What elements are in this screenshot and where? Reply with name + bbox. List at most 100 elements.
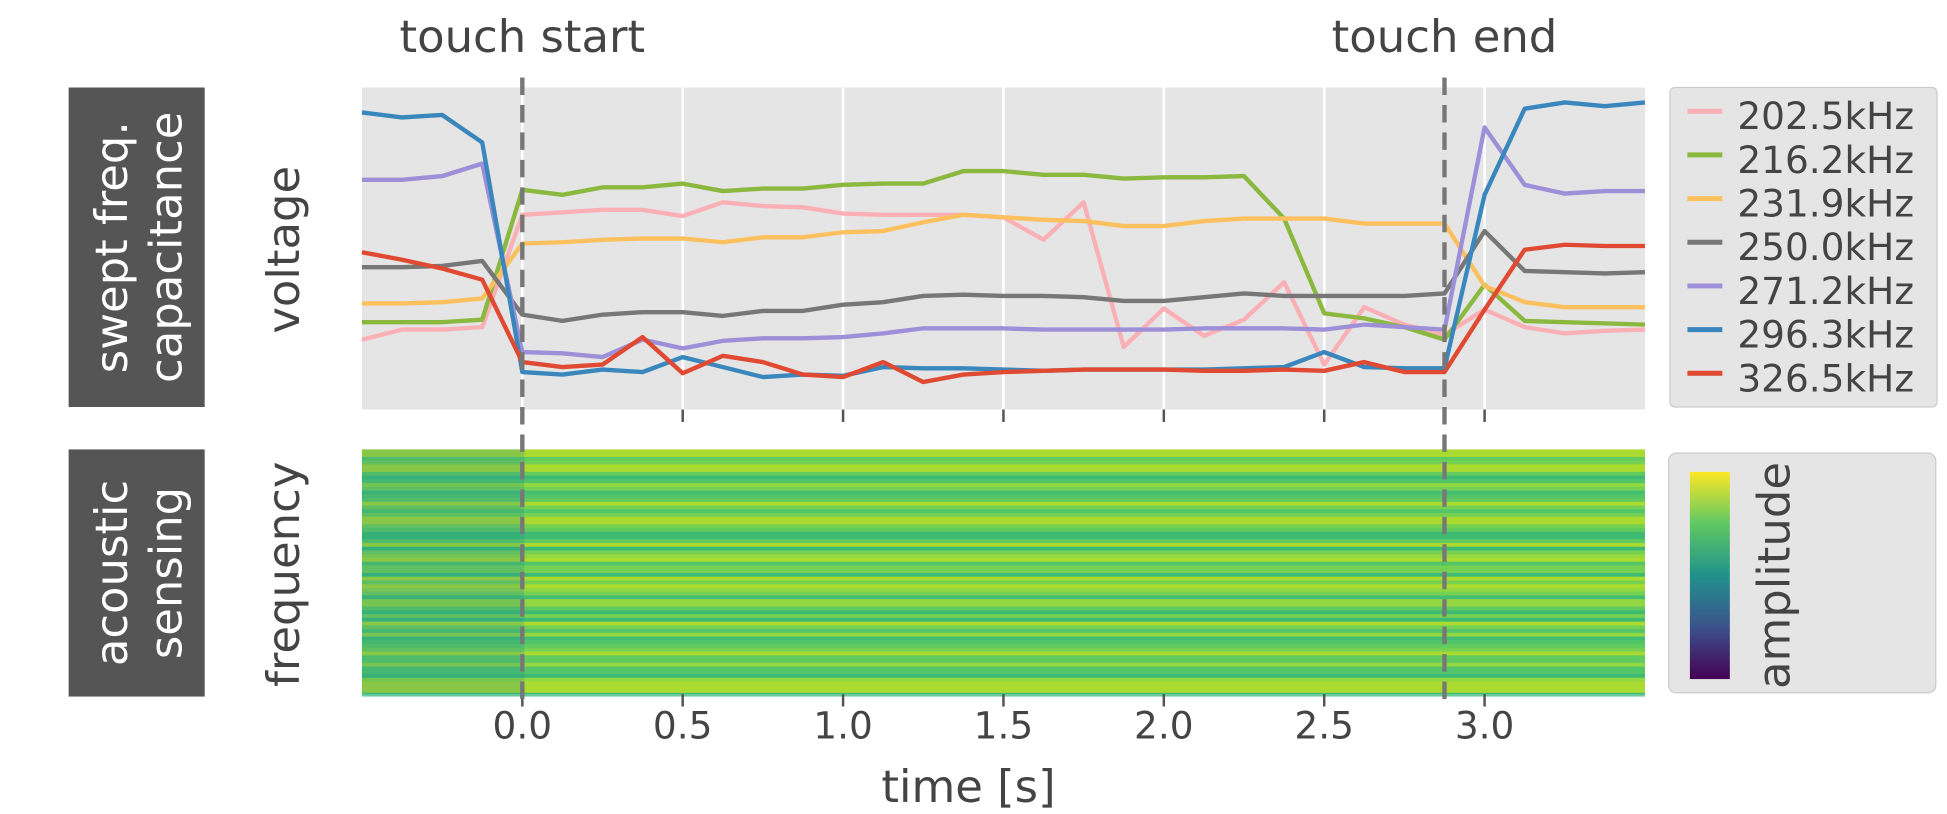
spectrogram-band [361,558,1645,562]
spectrogram [361,449,1645,697]
legend-label: 250.0kHz [1737,225,1914,269]
legend-box [1669,86,1938,408]
spectrogram-band [361,509,1645,514]
legend-label: 202.5kHz [1737,94,1914,138]
spectrogram-band [361,689,1645,693]
panel-label: sensing [140,487,193,659]
series-line [361,100,1646,380]
spectrogram-band [361,460,1645,465]
spectrogram-band [361,449,1645,454]
spectrogram-band [361,651,1645,656]
x-tick-label: 0.5 [653,703,713,747]
spectrogram-band [361,602,1645,607]
spectrogram-band [361,681,1645,686]
panel-label-box [68,449,205,697]
spectrogram-band [361,625,1645,630]
spectrogram-band [361,494,1645,499]
spectrogram-band [361,554,1645,559]
colorbar [1689,471,1730,680]
spectrogram-band [361,505,1645,510]
spectrogram-band [361,662,1645,667]
spectrogram-band [361,561,1645,566]
spectrogram-band [361,666,1645,671]
spectrogram-band [361,647,1645,652]
spectrogram-band [361,685,1645,690]
spectrogram-band [361,483,1645,487]
spectrogram-band [361,632,1645,637]
series-line [361,212,1645,310]
spectrogram-band [361,629,1645,633]
event-label: touch start [399,10,645,63]
spectrogram-band [361,576,1645,581]
x-tick-label: 2.5 [1294,703,1354,747]
x-tick-label: 0.0 [493,703,553,747]
x-tick-label: 3.0 [1455,703,1515,747]
legend-label: 271.2kHz [1737,269,1914,313]
series-line [361,125,1645,360]
panel-label-box [68,87,205,407]
spectrogram-band [361,640,1645,645]
spectrogram-band [361,498,1645,502]
y-axis-label: frequency [257,462,310,687]
spectrogram-band [361,546,1645,551]
spectrogram-band [361,591,1645,596]
spectrogram-band [361,584,1645,588]
spectrogram-band [361,565,1645,570]
spectrogram-band [361,636,1645,641]
spectrogram-band [361,471,1645,476]
spectrogram-band [361,531,1645,536]
spectrogram-band [361,674,1645,678]
spectrogram-band [361,614,1645,618]
legend-label: 326.5kHz [1737,356,1914,400]
spectrogram-band [361,520,1645,525]
x-tick-label: 1.5 [974,703,1034,747]
spectrogram-band [361,475,1645,480]
spectrogram-band [361,516,1645,521]
panel-label: capacitance [140,112,193,383]
legend-label: 296.3kHz [1737,313,1914,357]
series-line [361,168,1646,342]
spectrogram-band [361,468,1645,472]
spectrogram-band [361,644,1645,648]
spectrogram-band [361,528,1645,532]
spectrogram-band [361,535,1645,540]
spectrogram-band [361,606,1645,611]
spectrogram-band [361,501,1645,506]
series-line [361,242,1645,385]
spectrogram-band [361,580,1645,585]
spectrogram-band [361,670,1645,675]
spectrogram-band [361,677,1645,682]
spectrogram-band [361,617,1645,622]
spectrogram-band [361,569,1645,573]
spectrogram-band [361,490,1645,495]
colorbar-box [1668,452,1937,694]
colorbar-label: amplitude [1747,462,1800,689]
event-label: touch end [1332,10,1558,63]
spectrogram-band [361,464,1645,469]
spectrogram-band [361,456,1645,461]
legend-label: 216.2kHz [1737,138,1914,182]
spectrogram-band [361,610,1645,615]
y-axis-label: voltage [257,166,310,334]
spectrogram-band [361,659,1645,663]
panel-label: swept freq. [85,121,138,373]
spectrogram-band [361,453,1645,457]
spectrogram-band [361,595,1645,600]
x-axis-label: time [s] [881,760,1055,813]
spectrogram-band [361,539,1645,544]
spectrogram-shade [361,449,525,695]
series-line [361,228,1646,324]
spectrogram-band [361,513,1645,517]
spectrogram-band [361,621,1645,626]
panel-label: acoustic [85,480,138,666]
spectrogram-band [361,572,1645,577]
spectrogram-band [361,550,1645,555]
spectrogram-band [361,486,1645,491]
spectrogram-band [361,599,1645,603]
spectrogram-band [361,479,1645,484]
spectrogram-band [361,543,1645,547]
x-tick-label: 2.0 [1134,703,1194,747]
spectrogram-band [361,655,1645,660]
legend-label: 231.9kHz [1737,182,1914,226]
